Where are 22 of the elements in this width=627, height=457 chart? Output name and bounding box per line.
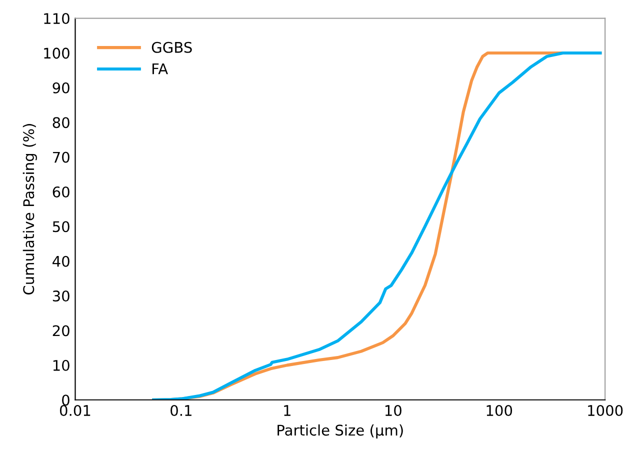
y-tick-label: 90 — [52, 82, 70, 94]
y-tick-label: 100 — [44, 48, 70, 59]
y-tick-label: 40 — [52, 256, 70, 267]
y-tick-label: 60 — [52, 186, 70, 198]
y-tick-label: 50 — [52, 221, 70, 232]
x-tick-label: 0.1 — [170, 404, 192, 416]
x-tick-label: 1 — [284, 405, 290, 416]
y-tick-label: 70 — [53, 152, 70, 163]
y-tick-label: 10 — [53, 360, 70, 371]
legend-label: GGBS — [152, 42, 192, 53]
x-tick-label: 100 — [486, 404, 512, 416]
x-tick-label: 0.01 — [60, 404, 90, 416]
y-tick-label: 110 — [44, 12, 70, 24]
y-tick-label: 20 — [52, 325, 70, 336]
x-tick-label: 1000 — [588, 404, 623, 416]
y-tick-label: 80 — [52, 117, 70, 128]
x-axis-title: Particle Size (µm) — [278, 424, 403, 439]
y-tick-label: 0 — [62, 394, 70, 406]
y-axis-title: Cumulative Passing (%) — [22, 124, 37, 295]
y-tick-label: 30 — [52, 290, 70, 302]
x-tick-label: 10 — [385, 404, 402, 416]
legend-label: FA — [152, 63, 168, 74]
